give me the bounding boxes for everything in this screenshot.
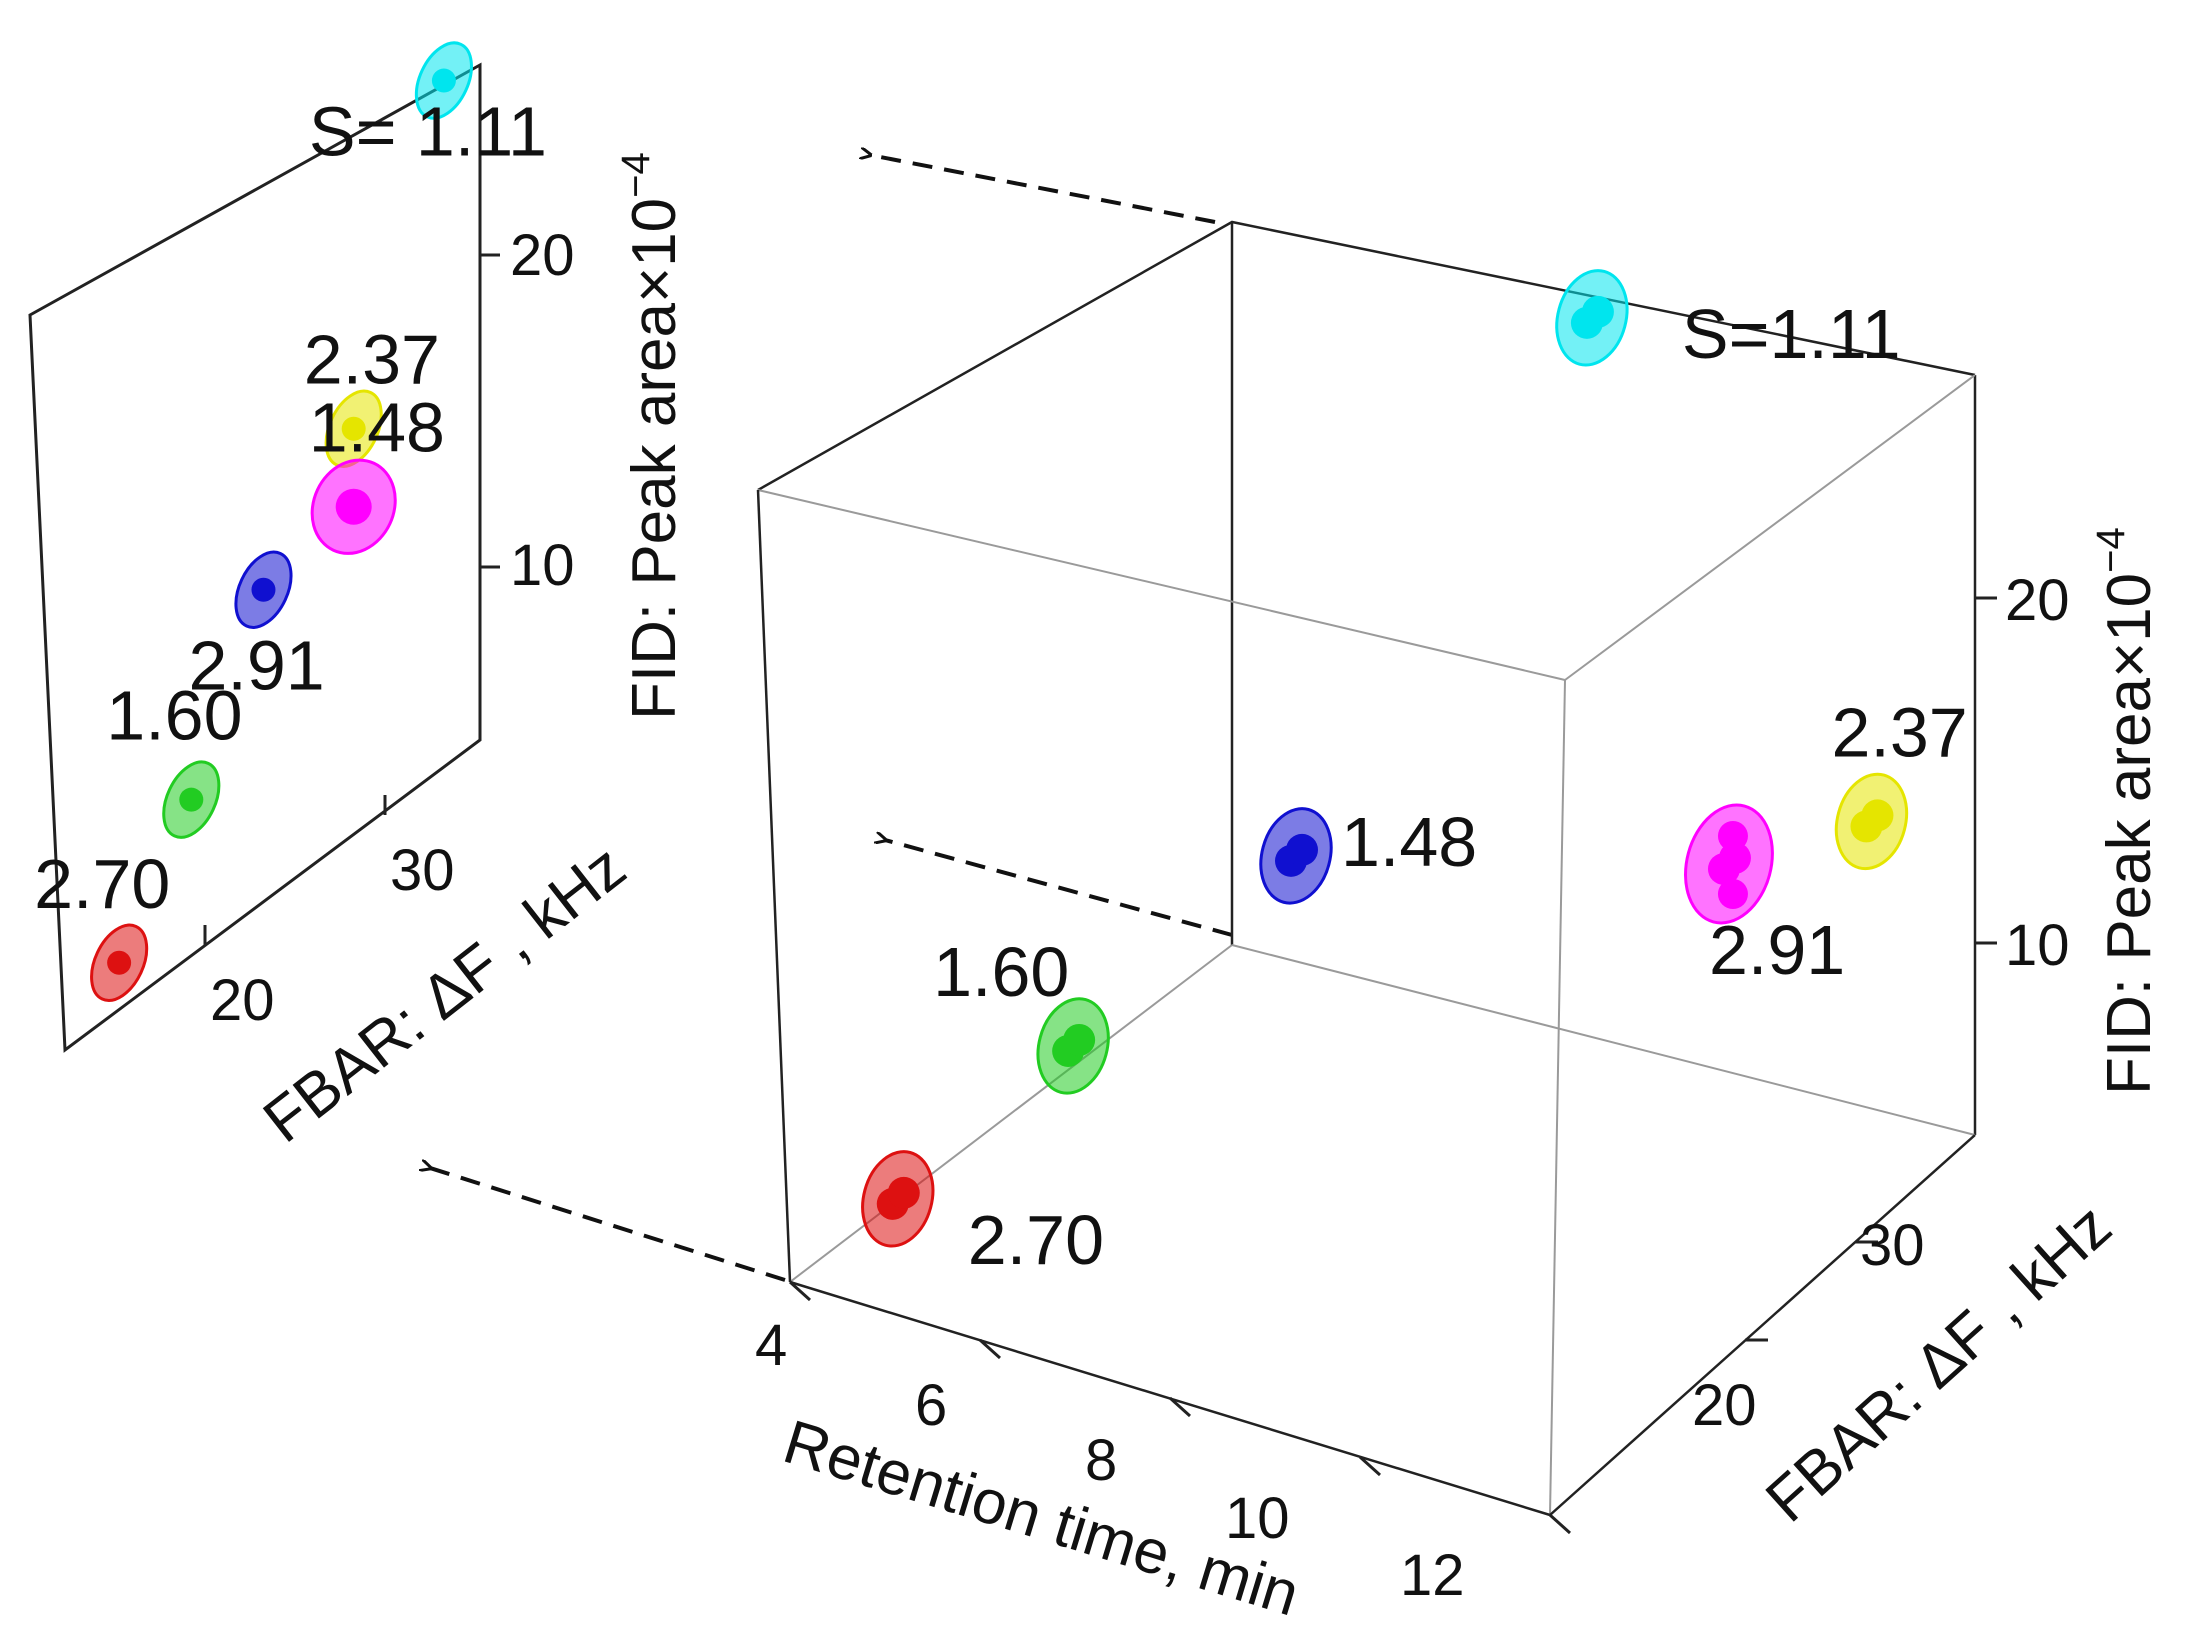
projection-point-core-0 (431, 68, 456, 93)
projection-point-core-3 (251, 577, 276, 602)
cube-point-label-4: 1.60 (933, 933, 1069, 1011)
cube-point-label-1: 2.37 (1831, 693, 1967, 771)
x-tick-4 (788, 1280, 812, 1302)
projection-z-tick-label-10: 10 (510, 533, 575, 598)
projection-arrows (430, 155, 1233, 1282)
y-axis-label: FBAR: ΔF , kHz (1753, 1191, 2124, 1535)
z-axis-label-exponent: −4 (2089, 527, 2133, 573)
y-tick-label-30: 30 (1860, 1213, 1925, 1278)
cube-point-core-b-0 (1581, 295, 1614, 328)
cube-point-core-d-2 (1717, 878, 1748, 909)
cube-point-core-b-4 (1063, 1023, 1096, 1056)
projection-point-core-2 (335, 488, 372, 525)
arrow-middle (885, 840, 1233, 937)
projection-z-tick-label-20: 20 (510, 223, 575, 288)
x-tick-label-12: 12 (1400, 1543, 1465, 1608)
projection-point-label-3: 2.91 (188, 627, 324, 705)
projection-z-axis-label: FID: Peak area×10−4 (614, 152, 689, 720)
arrow-top (870, 155, 1216, 224)
projection-y-tick-label-30: 30 (390, 838, 455, 903)
projection-point-label-4: 1.60 (106, 677, 242, 755)
x-tick-12 (1548, 1513, 1572, 1535)
projection-point-label-0: S= 1.11 (309, 93, 547, 171)
x-tick-8 (1168, 1396, 1192, 1418)
arrow-bottom (430, 1168, 786, 1282)
projection-z-axis-label-main: FID: Peak area×10 (620, 198, 689, 720)
cube-bottom-right (1549, 1134, 1976, 1516)
projection-point-core-5 (107, 950, 132, 975)
cube-tickmarks (788, 596, 1997, 1535)
x-tick-label-6: 6 (915, 1373, 947, 1438)
z-axis-label: FID: Peak area×10−4 (2089, 527, 2164, 1095)
z-tick-label-10: 10 (2005, 913, 2070, 978)
cube-front-top-left (757, 489, 1566, 681)
cube-point-core-b-2 (1718, 841, 1751, 874)
cube-point-label-0: S=1.11 (1682, 295, 1901, 373)
y-tick-label-20: 20 (1692, 1373, 1757, 1438)
cube-point-core-b-3 (1286, 833, 1318, 866)
x-tick-10 (1358, 1455, 1382, 1477)
cube-point-label-2: 2.91 (1709, 911, 1845, 989)
projection-point-core-4 (179, 787, 204, 812)
cube-front-top-right (1564, 374, 1976, 681)
projection-point-core-1 (341, 416, 366, 441)
cube-front-vertical (1549, 679, 1566, 1516)
projection-y-tick-label-20: 20 (210, 968, 275, 1033)
cube-point-label-5: 2.70 (968, 1201, 1104, 1279)
projection-point-label-2: 1.48 (309, 389, 445, 467)
x-tick-6 (978, 1338, 1002, 1360)
x-tick-label-10: 10 (1225, 1486, 1290, 1551)
projection-z-axis-label-exponent: −4 (614, 152, 658, 198)
projection-panel: S= 1.112.371.482.911.602.70 10 20 20 30 … (28, 41, 689, 1156)
z-axis-label-main: FID: Peak area×10 (2095, 573, 2164, 1095)
x-tick-label-8: 8 (1085, 1428, 1117, 1493)
cube-point-label-3: 1.48 (1341, 803, 1477, 881)
cube-point-core-c-2 (1717, 820, 1748, 851)
z-tick-label-20: 20 (2005, 568, 2070, 633)
projection-point-label-1: 2.37 (304, 321, 440, 399)
x-tick-label-4: 4 (755, 1313, 787, 1378)
cube-back-floor-left (789, 944, 1233, 1283)
cube-back-floor-right (1231, 944, 1976, 1136)
cube-point-core-b-1 (1861, 799, 1894, 832)
cube-point-core-b-5 (887, 1176, 920, 1209)
projection-plane (28, 62, 482, 1053)
projection-point-label-5: 2.70 (34, 845, 170, 923)
cube-left-vertical (756, 489, 792, 1283)
cube-tick-labels: 4 6 8 10 12 20 30 10 20 (755, 568, 2070, 1608)
